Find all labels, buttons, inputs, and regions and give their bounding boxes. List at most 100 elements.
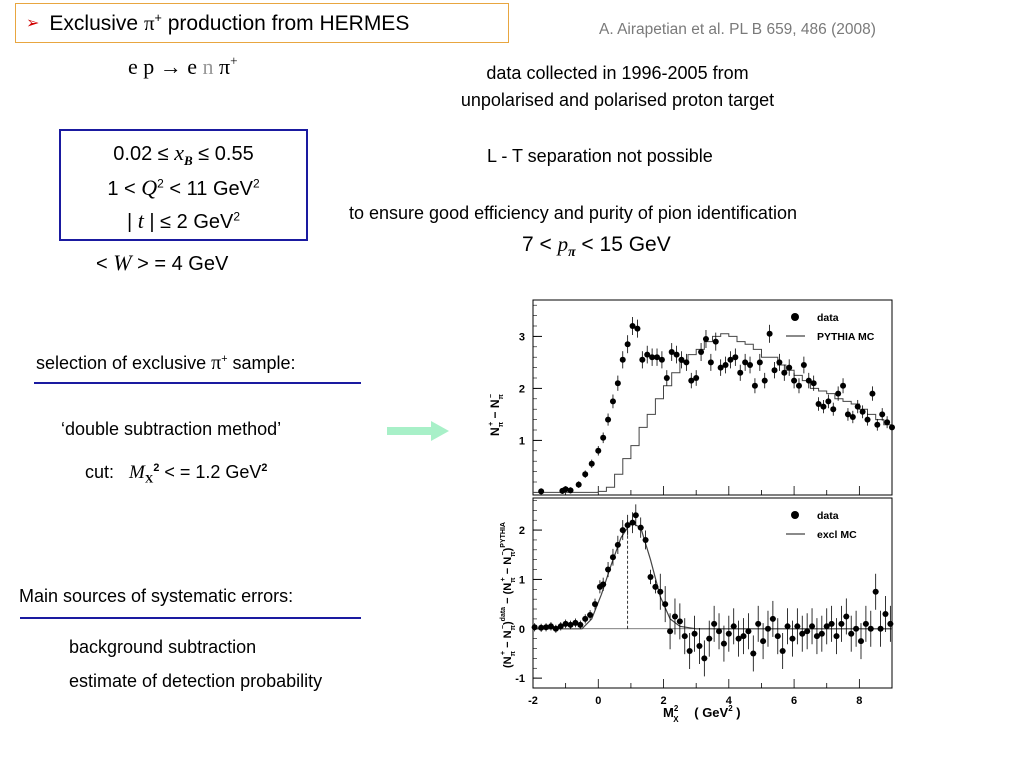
panel-frame — [532, 497, 893, 689]
data-point — [874, 421, 881, 428]
x-tick-label: 6 — [791, 695, 797, 707]
data-point — [872, 588, 879, 595]
data-point — [538, 488, 545, 495]
data-point — [562, 620, 569, 627]
data-point — [531, 624, 538, 631]
data-point — [887, 620, 894, 627]
data-point — [843, 613, 850, 620]
data-point — [698, 349, 705, 355]
y-tick-label: 1 — [519, 574, 525, 586]
y-tick-label: 3 — [519, 331, 525, 343]
data-point — [833, 633, 840, 640]
hermes-plot: 1 2 3 data PYTHIA MC -1 0 1 2 data excl MC -2 0 2 4 6… — [488, 299, 895, 724]
data-point — [740, 633, 747, 640]
bottom-y-axis-label: (Nπ+ − Nπ−)data − (Nπ+ − Nπ−)PYTHIA — [500, 522, 517, 668]
data-point — [784, 623, 791, 630]
x-tick-label: 0 — [595, 695, 601, 707]
data-note-line-1: data collected in 1996-2005 from — [486, 63, 749, 83]
data-point — [644, 351, 651, 358]
data-point — [862, 620, 869, 627]
data-point — [547, 623, 554, 630]
lt-separation-note: L - T separation not possible — [487, 146, 713, 166]
data-point — [730, 623, 737, 630]
data-point — [853, 625, 860, 632]
data-point — [637, 524, 644, 531]
data-point — [614, 541, 621, 548]
y-tick-label: 1 — [519, 435, 525, 447]
data-point — [859, 408, 866, 415]
y-tick-label: 0 — [519, 624, 525, 636]
data-point — [658, 356, 665, 363]
data-point — [562, 486, 569, 493]
systematics-item-2: estimate of detection probability — [69, 671, 323, 691]
data-point — [805, 377, 812, 384]
data-point — [769, 615, 776, 622]
data-point — [771, 367, 778, 374]
data-point — [809, 623, 816, 630]
data-point — [567, 621, 574, 628]
reaction-formula: e p → e n π+ — [128, 53, 238, 79]
x-tick-label: -2 — [528, 695, 538, 707]
data-point — [634, 325, 641, 332]
data-point — [609, 398, 616, 405]
data-point — [557, 623, 564, 630]
data-point — [711, 620, 718, 627]
arrow-bullet-icon: ➢ — [26, 15, 40, 32]
data-point — [794, 623, 801, 630]
data-point — [662, 601, 669, 608]
data-point — [688, 377, 695, 384]
pid-note: to ensure good efficiency and purity of … — [349, 203, 797, 223]
data-point — [838, 620, 845, 627]
data-point — [667, 628, 674, 635]
x-tick-label: 2 — [660, 695, 666, 707]
data-point — [588, 460, 595, 467]
data-point — [681, 633, 688, 640]
data-point — [716, 628, 723, 635]
data-point — [764, 625, 771, 632]
top-y-axis-label: Nπ+ − Nπ− — [488, 393, 505, 435]
systematics-item-1: background subtraction — [69, 637, 257, 657]
data-point — [657, 588, 664, 595]
y-tick-label: 2 — [519, 383, 525, 395]
data-point — [742, 359, 749, 366]
data-point — [828, 620, 835, 627]
data-point — [735, 635, 742, 642]
data-point — [582, 471, 589, 478]
data-point — [835, 390, 842, 397]
data-point — [818, 630, 825, 637]
data-point — [592, 601, 599, 608]
data-point — [595, 447, 602, 454]
data-point — [649, 354, 656, 361]
data-point — [707, 359, 714, 366]
data-point — [609, 554, 616, 561]
mc-histogram — [533, 333, 892, 493]
data-point — [766, 330, 773, 337]
data-point — [683, 359, 690, 366]
data-point — [575, 481, 582, 488]
data-point — [647, 573, 654, 580]
data-point — [779, 647, 786, 654]
data-point — [693, 375, 700, 381]
data-point — [668, 349, 675, 355]
reference-citation: A. Airapetian et al. PL B 659, 486 (2008… — [599, 21, 876, 38]
slide-title-text: Exclusive π+ production from HERMES — [49, 10, 410, 35]
data-point — [791, 377, 798, 384]
data-point — [701, 655, 708, 662]
bottom-panel: -1 0 1 2 data excl MC — [515, 497, 894, 689]
data-point — [889, 424, 895, 431]
data-point — [629, 519, 636, 526]
y-tick-label: 2 — [519, 525, 525, 537]
legend-label: excl MC — [817, 529, 857, 541]
data-point — [577, 621, 584, 628]
data-point — [750, 650, 757, 657]
data-note-line-2: unpolarised and polarised proton target — [460, 90, 775, 110]
mx2-cut: cut: MX2 < = 1.2 GeV2 — [85, 462, 268, 486]
x-axis-label: M2 X ( GeV2 ) — [663, 704, 741, 724]
panel-frame — [532, 299, 893, 496]
data-point — [619, 356, 626, 363]
data-point — [720, 640, 727, 647]
data-point — [605, 416, 612, 423]
data-point — [706, 635, 713, 642]
data-point — [867, 625, 874, 632]
data-point — [825, 398, 832, 405]
